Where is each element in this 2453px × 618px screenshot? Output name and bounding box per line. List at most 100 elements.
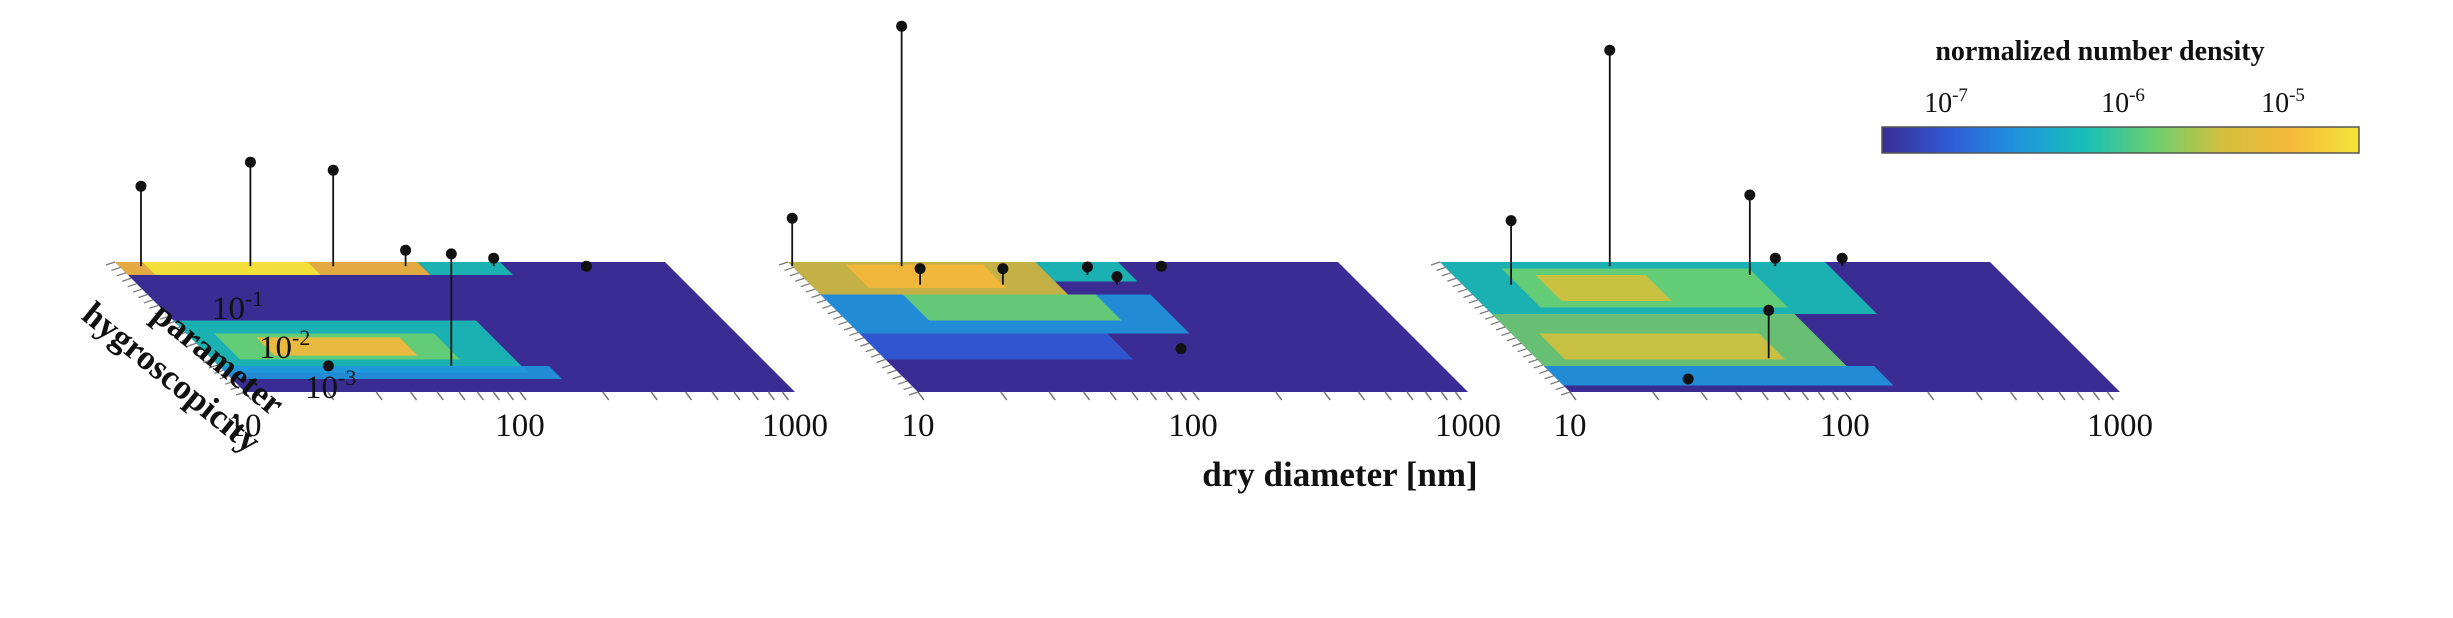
- y-tick-mark: [1490, 321, 1500, 326]
- y-tick-mark: [1506, 337, 1517, 342]
- x-tick-mark: [1082, 391, 1091, 401]
- y-tick-mark: [214, 369, 224, 374]
- x-tick-mark: [711, 391, 719, 401]
- x-tick-mark: [650, 391, 658, 401]
- x-tick-mark: [436, 391, 444, 401]
- x-tick-mark: [1975, 391, 1983, 401]
- y-tick-mark: [881, 364, 892, 369]
- x-tick-mark: [602, 391, 610, 401]
- stem-marker: [1836, 252, 1848, 264]
- heatmap-cell: [219, 366, 562, 379]
- x-tick-mark: [1817, 391, 1825, 401]
- y-tick-mark: [805, 288, 816, 293]
- y-tick-mark: [192, 348, 202, 353]
- y-tick-mark: [827, 310, 837, 315]
- stem-marker: [400, 244, 412, 256]
- x-tick-mark: [1440, 391, 1448, 401]
- y-tick-mark: [1501, 331, 1511, 336]
- x-tick-mark: [1179, 391, 1188, 401]
- y-tick-mark: [1528, 358, 1538, 364]
- y-tick-mark: [1452, 283, 1462, 288]
- y-tick-mark: [1463, 293, 1473, 299]
- y-tick-mark: [832, 315, 843, 320]
- y-tick-mark: [149, 304, 159, 309]
- x-tick-mark: [1761, 391, 1769, 401]
- y-tick-mark: [208, 364, 219, 369]
- heatmap-panels: 10 100 1000 10 100 1000 10 100 1000: [105, 20, 2153, 444]
- stem-marker: [1111, 271, 1123, 283]
- y-tick-mark: [1533, 364, 1544, 369]
- x-tick-label: 1000: [1435, 408, 1501, 444]
- colorbar: normalized number density 10-7 10-6 10-5: [1881, 36, 2360, 154]
- y-tick-mark: [843, 326, 854, 331]
- stem-marker: [1505, 215, 1517, 227]
- x-tick-mark: [1734, 391, 1743, 401]
- y-tick-mark: [892, 375, 902, 380]
- heatmap-cell: [845, 264, 1007, 288]
- y-tick-mark: [1495, 326, 1506, 331]
- y-tick-mark: [219, 375, 229, 380]
- stem-marker: [244, 156, 256, 168]
- y-tick-mark: [1517, 348, 1527, 353]
- y-tick-mark: [908, 391, 919, 396]
- heatmap-cell: [1535, 275, 1672, 301]
- x-tick-mark: [2106, 391, 2115, 401]
- y-tick-mark: [778, 261, 789, 266]
- x-tick-label: 100: [495, 408, 545, 444]
- stem-marker: [1604, 44, 1616, 56]
- x-tick-mark: [2036, 391, 2044, 401]
- y-tick-mark: [224, 380, 235, 385]
- y-tick-mark: [789, 272, 800, 277]
- x-tick-mark: [1783, 391, 1791, 401]
- y-tick-label: 10-2: [259, 325, 310, 366]
- x-tick-mark: [1323, 391, 1331, 401]
- y-tick-mark: [176, 331, 186, 336]
- x-tick-mark: [1131, 391, 1139, 401]
- y-tick-mark: [865, 348, 875, 353]
- x-tick-mark: [1700, 391, 1708, 401]
- stem-marker: [1682, 373, 1694, 385]
- stem-marker: [896, 20, 908, 32]
- y-tick-mark: [860, 342, 870, 347]
- y-tick-label: 10-3: [305, 365, 356, 406]
- heatmap-cell: [903, 294, 1122, 321]
- y-tick-mark: [784, 266, 794, 271]
- heatmap-panel: 10 100 1000: [105, 156, 828, 444]
- y-tick-label: 10-1: [212, 286, 263, 327]
- stem-marker: [1763, 304, 1775, 316]
- colorbar-tick-label: 10-7: [1924, 85, 1968, 119]
- x-tick-mark: [917, 391, 925, 401]
- x-tick-mark: [2058, 391, 2066, 401]
- x-tick-mark: [1109, 391, 1117, 401]
- x-tick-mark: [1424, 391, 1433, 401]
- x-tick-mark: [458, 391, 466, 401]
- stem-marker: [488, 252, 500, 264]
- stem-marker: [1081, 261, 1093, 273]
- stem-marker: [1155, 260, 1167, 272]
- y-tick-mark: [822, 304, 832, 309]
- heatmap-cell: [1539, 333, 1785, 360]
- y-tick-mark: [903, 386, 913, 391]
- y-tick-mark: [1560, 391, 1571, 396]
- colorbar-tick-label: 10-5: [2261, 85, 2305, 119]
- x-tick-mark: [733, 391, 741, 401]
- y-tick-mark: [1539, 369, 1549, 374]
- x-tick-mark: [1384, 391, 1392, 401]
- x-tick-mark: [1801, 391, 1810, 401]
- y-tick-mark: [811, 293, 821, 299]
- x-tick-mark: [1454, 391, 1463, 401]
- heatmap-panel: 10 100 1000: [778, 20, 1501, 444]
- y-tick-mark: [1430, 261, 1441, 266]
- stem-marker: [322, 360, 334, 372]
- y-tick-mark: [165, 321, 175, 326]
- x-tick-mark: [492, 391, 500, 401]
- x-tick-label: 100: [1820, 408, 1870, 444]
- x-tick-label: 100: [1168, 408, 1218, 444]
- y-tick-mark: [116, 272, 127, 277]
- x-tick-mark: [1831, 391, 1840, 401]
- y-tick-mark: [187, 342, 197, 347]
- stem-marker: [914, 263, 926, 275]
- y-tick-mark: [170, 326, 181, 331]
- y-tick-mark: [181, 337, 192, 342]
- x-tick-mark: [476, 391, 485, 401]
